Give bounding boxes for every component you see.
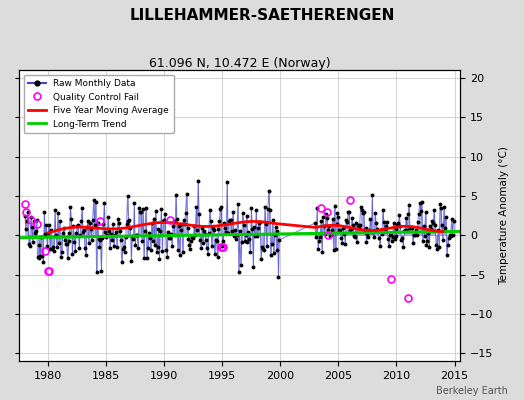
Title: 61.096 N, 10.472 E (Norway): 61.096 N, 10.472 E (Norway) <box>149 57 331 70</box>
Text: Berkeley Earth: Berkeley Earth <box>436 386 508 396</box>
Legend: Raw Monthly Data, Quality Control Fail, Five Year Moving Average, Long-Term Tren: Raw Monthly Data, Quality Control Fail, … <box>24 74 174 133</box>
Text: LILLEHAMMER-SAETHERENGEN: LILLEHAMMER-SAETHERENGEN <box>129 8 395 23</box>
Y-axis label: Temperature Anomaly (°C): Temperature Anomaly (°C) <box>499 146 509 285</box>
